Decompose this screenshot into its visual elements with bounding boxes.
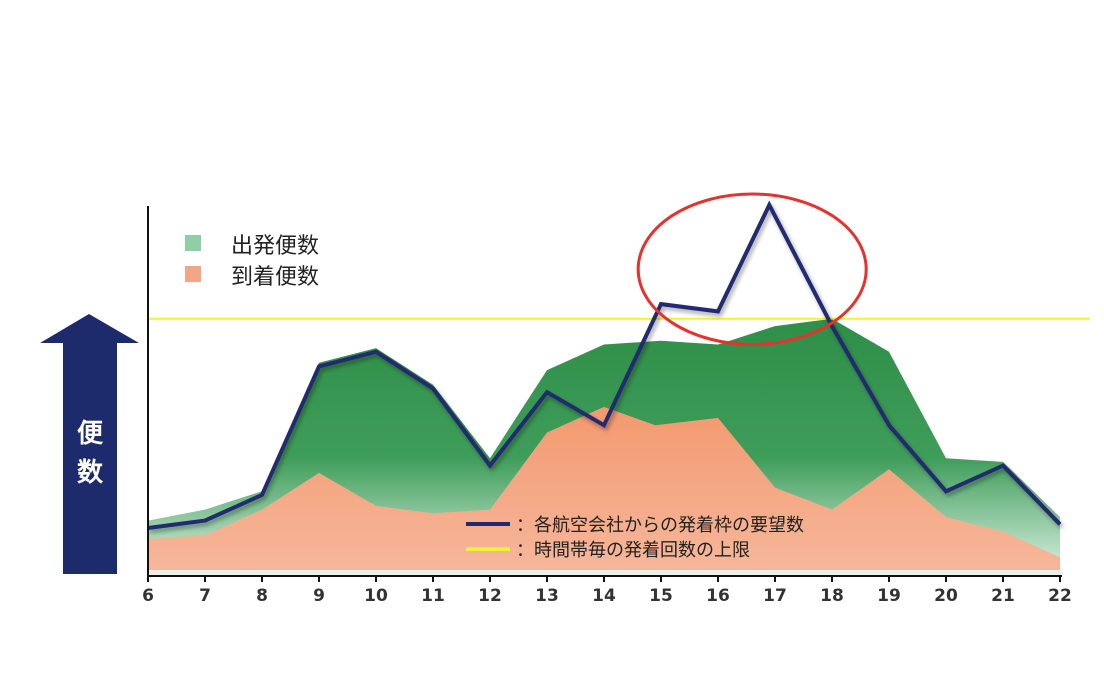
baseline-strip xyxy=(148,570,1061,575)
x-tick-label: 18 xyxy=(820,586,844,606)
x-tick-label: 14 xyxy=(592,586,616,606)
legend-bottom: ：各航空会社からの発着枠の要望数 ：時間帯毎の発着回数の上限 xyxy=(466,515,804,561)
legend-label-arrivals: 到着便数 xyxy=(231,265,319,290)
y-axis-arrow: 便 数 xyxy=(40,314,139,574)
x-tick-label: 17 xyxy=(763,586,787,606)
x-tick-label: 9 xyxy=(313,586,325,606)
x-tick-label: 21 xyxy=(991,586,1015,606)
x-tick-label: 10 xyxy=(364,586,388,606)
ylabel-char-1: 便 xyxy=(77,419,104,449)
x-tick-label: 7 xyxy=(199,586,211,606)
legend-top: 出発便数 到着便数 xyxy=(185,234,319,290)
x-tick-label: 11 xyxy=(421,586,445,606)
ylabel-char-2: 数 xyxy=(77,458,104,488)
x-tick-label: 16 xyxy=(706,586,730,606)
x-tick-label: 8 xyxy=(256,586,268,606)
x-tick-label: 19 xyxy=(877,586,901,606)
x-tick-label: 22 xyxy=(1048,586,1072,606)
x-tick-label: 6 xyxy=(142,586,154,606)
x-axis-ticks: 6 7 8 9 10 11 12 13 14 15 16 17 18 19 20 21 22 xyxy=(142,576,1072,606)
legend-label-departures: 出発便数 xyxy=(231,234,319,259)
legend-label-requests: ：各航空会社からの発着枠の要望数 xyxy=(516,515,804,536)
x-tick-label: 20 xyxy=(934,586,958,606)
series-area-arrivals xyxy=(148,406,1060,572)
legend-label-limit: ：時間帯毎の発着回数の上限 xyxy=(516,540,750,561)
x-tick-label: 15 xyxy=(649,586,673,606)
legend-swatch-departures xyxy=(185,235,201,251)
legend-swatch-arrivals xyxy=(185,266,201,282)
highlight-ellipse xyxy=(636,192,868,346)
arrow-up-icon xyxy=(40,314,139,574)
x-tick-label: 13 xyxy=(535,586,559,606)
series-line-requests xyxy=(147,200,1062,530)
x-tick-label: 12 xyxy=(478,586,502,606)
